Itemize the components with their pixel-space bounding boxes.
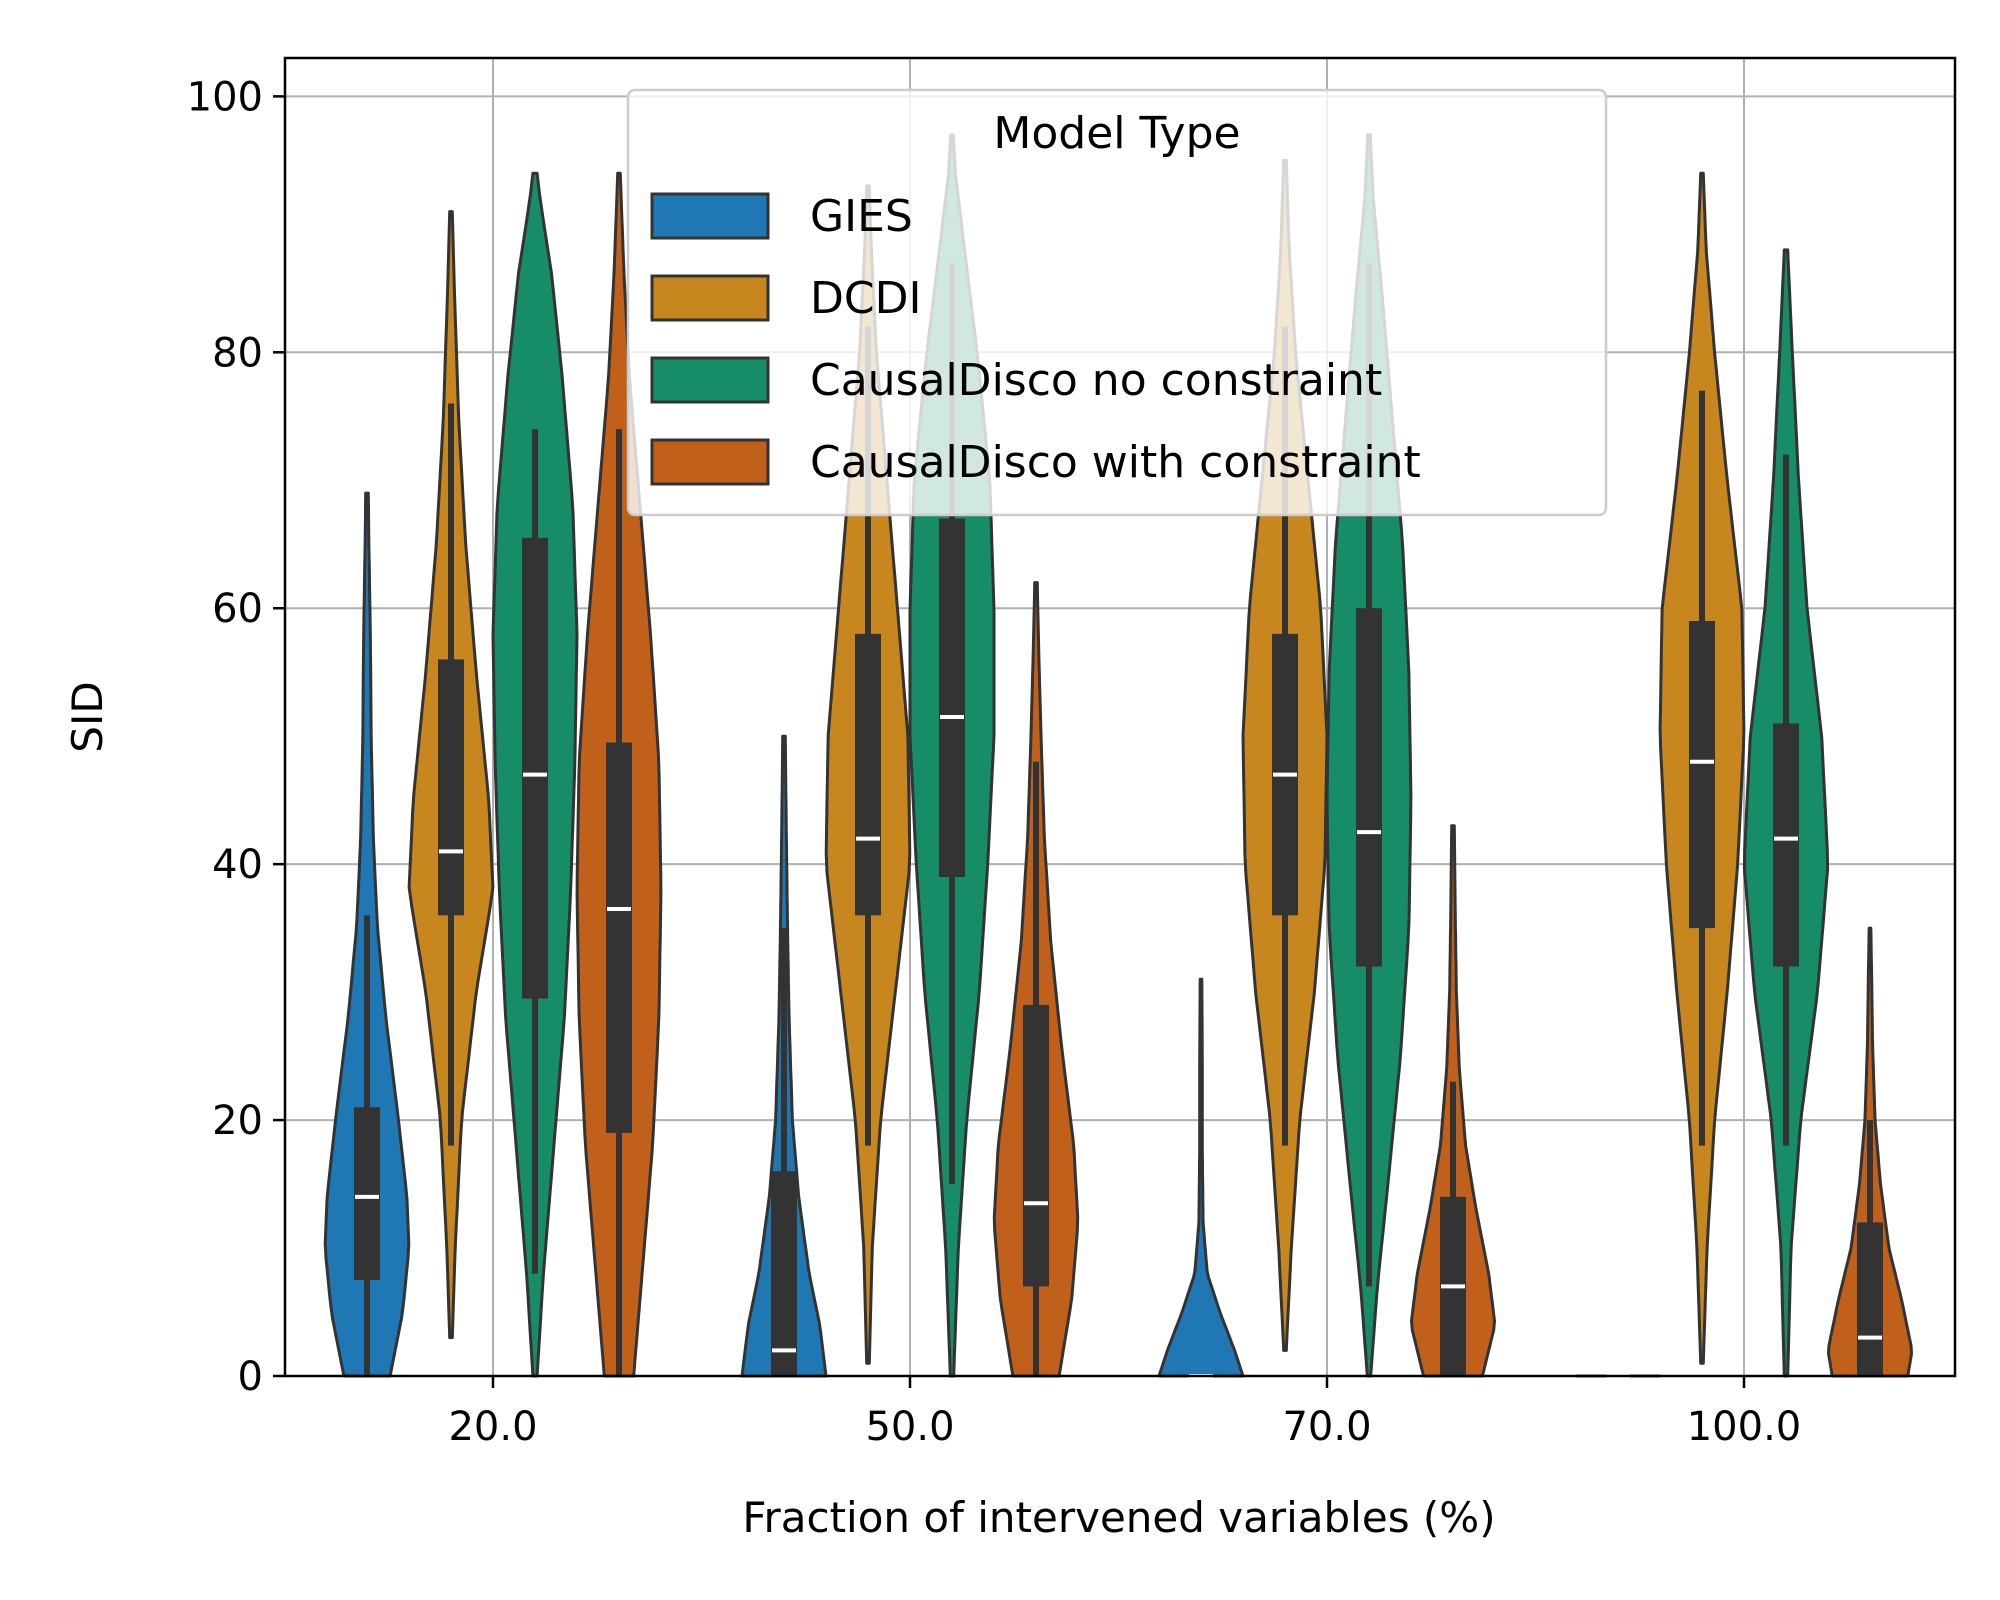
- legend-title: Model Type: [993, 108, 1240, 159]
- violin-iqr-box: [1857, 1222, 1883, 1376]
- y-tick-label: 80: [212, 330, 263, 376]
- legend-label: GIES: [810, 191, 913, 242]
- violin-causaldisco-with-constraint-20.0: [575, 171, 663, 1378]
- violin-iqr-box: [771, 1171, 797, 1376]
- violin-causaldisco-with-constraint-70.0: [1410, 824, 1496, 1378]
- violin-iqr-box: [855, 633, 881, 916]
- legend-swatch: [650, 356, 770, 404]
- legend-swatch: [650, 274, 770, 322]
- legend-entry: DCDI: [650, 273, 921, 324]
- legend-label: DCDI: [810, 273, 921, 324]
- legend-entry: GIES: [650, 191, 913, 242]
- violin-iqr-box: [1689, 621, 1715, 929]
- legend-label: CausalDisco no constraint: [810, 355, 1382, 406]
- violin-causaldisco-with-constraint-100.0: [1827, 926, 1913, 1378]
- violin-iqr-box: [1356, 608, 1382, 967]
- legend-entries: GIES DCDI CausalDisco no constraint CausalD…: [650, 191, 1421, 488]
- legend-box: [626, 88, 1608, 517]
- x-tick-label: 100.0: [1687, 1404, 1802, 1450]
- violin-iqr-box: [1773, 723, 1799, 967]
- x-tick-label: 20.0: [448, 1404, 537, 1450]
- y-tick-label: 0: [238, 1354, 263, 1400]
- y-tick-label: 60: [212, 586, 263, 632]
- y-tick-label: 100: [187, 74, 263, 120]
- violin-iqr-box: [354, 1107, 380, 1281]
- violin-body: [1157, 977, 1245, 1378]
- y-axis-label: SID: [63, 681, 112, 752]
- x-axis-label: Fraction of intervened variables (%): [742, 1493, 1495, 1542]
- violin-gies-50.0: [740, 734, 828, 1378]
- violin-gies-20.0: [323, 491, 411, 1378]
- legend-swatch: [650, 438, 770, 486]
- violin-iqr-box: [522, 537, 548, 999]
- legend-swatch: [650, 192, 770, 240]
- violin-dcdi-20.0: [407, 210, 495, 1340]
- violin-iqr-box: [606, 742, 632, 1133]
- legend-entry: CausalDisco no constraint: [650, 355, 1382, 406]
- y-tick-label: 40: [212, 842, 263, 888]
- x-tick-label: 50.0: [865, 1404, 954, 1450]
- violin-iqr-box: [939, 518, 965, 877]
- violin-causaldisco-no-constraint-20.0: [491, 171, 579, 1378]
- violin-iqr-box: [1023, 1004, 1049, 1287]
- x-tick-label: 70.0: [1282, 1404, 1371, 1450]
- y-tick-label: 20: [212, 1098, 263, 1144]
- legend: Model Type GIES DCDI CausalDisco no constr…: [626, 88, 1608, 517]
- legend-label: CausalDisco with constraint: [810, 437, 1421, 488]
- violin-dcdi-100.0: [1658, 171, 1746, 1365]
- violin-causaldisco-with-constraint-50.0: [992, 581, 1080, 1378]
- legend-entry: CausalDisco with constraint: [650, 437, 1421, 488]
- plot-frame: [283, 56, 1957, 1378]
- axis-layer: 0 20 40 60 80 100 20.0 50.0 70.0 100.0: [187, 74, 1802, 1450]
- violin-iqr-box: [438, 659, 464, 916]
- violin-causaldisco-no-constraint-100.0: [1742, 248, 1830, 1378]
